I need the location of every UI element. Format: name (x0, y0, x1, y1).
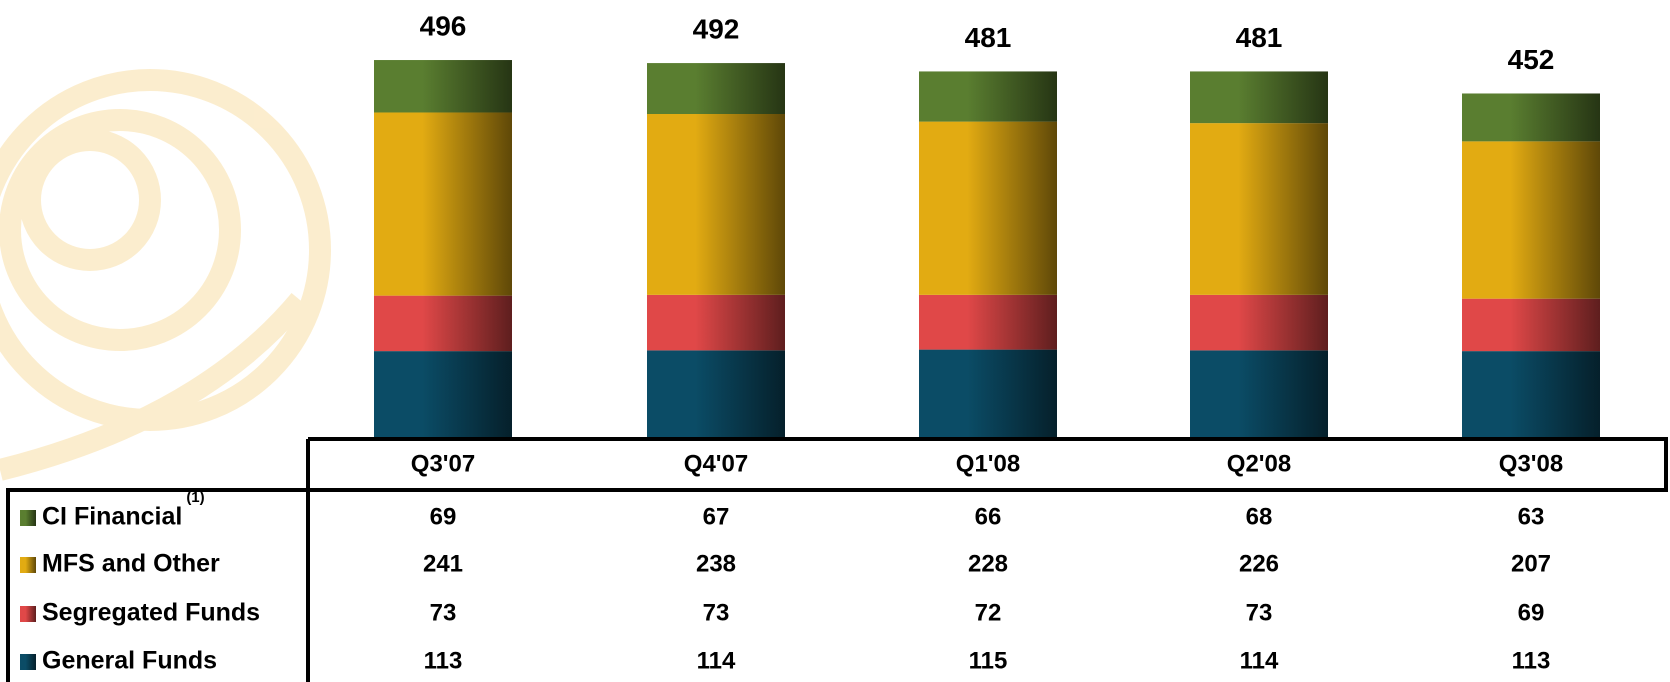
table-value: 113 (424, 647, 463, 674)
table-value: 114 (697, 647, 736, 674)
legend-label: Segregated Funds (42, 599, 260, 627)
bar-segment (919, 121, 1057, 295)
bar-segment (919, 294, 1057, 350)
bar-segment (1190, 71, 1328, 124)
table-value: 115 (969, 647, 1008, 674)
legend-label: CI Financial (42, 503, 182, 531)
table-value: 113 (1512, 647, 1551, 674)
bar-segment (1462, 141, 1600, 299)
table-value: 67 (703, 503, 730, 530)
bar-segment (374, 60, 512, 113)
bar-segment (919, 71, 1057, 122)
table-value: 228 (968, 550, 1008, 577)
bar-segment (1462, 93, 1600, 142)
legend-swatch (20, 557, 36, 573)
total-label: 481 (1236, 22, 1283, 53)
category-label: Q3'08 (1499, 450, 1563, 477)
table-value: 73 (430, 599, 457, 626)
bar-segment (374, 295, 512, 352)
total-label: 481 (965, 22, 1012, 53)
table-value: 226 (1239, 550, 1279, 577)
bar-segment (1462, 351, 1600, 437)
category-label: Q4'07 (684, 450, 748, 477)
bar-segment (1190, 123, 1328, 295)
table-value: 68 (1246, 503, 1273, 530)
bar-segment (374, 112, 512, 296)
legend-swatch (20, 606, 36, 622)
background-swirl (0, 69, 331, 481)
table-value: 69 (430, 503, 457, 530)
table-value: 238 (696, 550, 736, 577)
bar-segment (647, 350, 785, 437)
bar-segment (647, 294, 785, 351)
footnote-marker: (1) (186, 489, 204, 506)
table-value: 69 (1518, 599, 1545, 626)
bar-segment (919, 349, 1057, 437)
bar-segment (1462, 298, 1600, 352)
bar-segment (647, 63, 785, 114)
total-label: 452 (1508, 44, 1555, 75)
table-value: 241 (423, 550, 463, 577)
bar-segment (1190, 294, 1328, 351)
total-label: 496 (420, 10, 467, 41)
legend-label: MFS and Other (42, 550, 220, 578)
category-label: Q3'07 (411, 450, 475, 477)
table-value: 73 (1246, 599, 1273, 626)
legend-swatch (20, 654, 36, 670)
legend-swatch (20, 510, 36, 526)
table-value: 114 (1240, 647, 1279, 674)
table-frame (6, 437, 1668, 682)
legend-label: General Funds (42, 647, 217, 675)
total-label: 492 (693, 13, 740, 44)
bar-segment (647, 114, 785, 295)
table-value: 207 (1511, 550, 1551, 577)
table-value: 73 (703, 599, 730, 626)
category-label: Q2'08 (1227, 450, 1291, 477)
bar-segment (1190, 350, 1328, 437)
bar-segment (374, 351, 512, 437)
table-value: 72 (975, 599, 1002, 626)
table-value: 66 (975, 503, 1002, 530)
table-value: 63 (1518, 503, 1545, 530)
category-label: Q1'08 (956, 450, 1020, 477)
